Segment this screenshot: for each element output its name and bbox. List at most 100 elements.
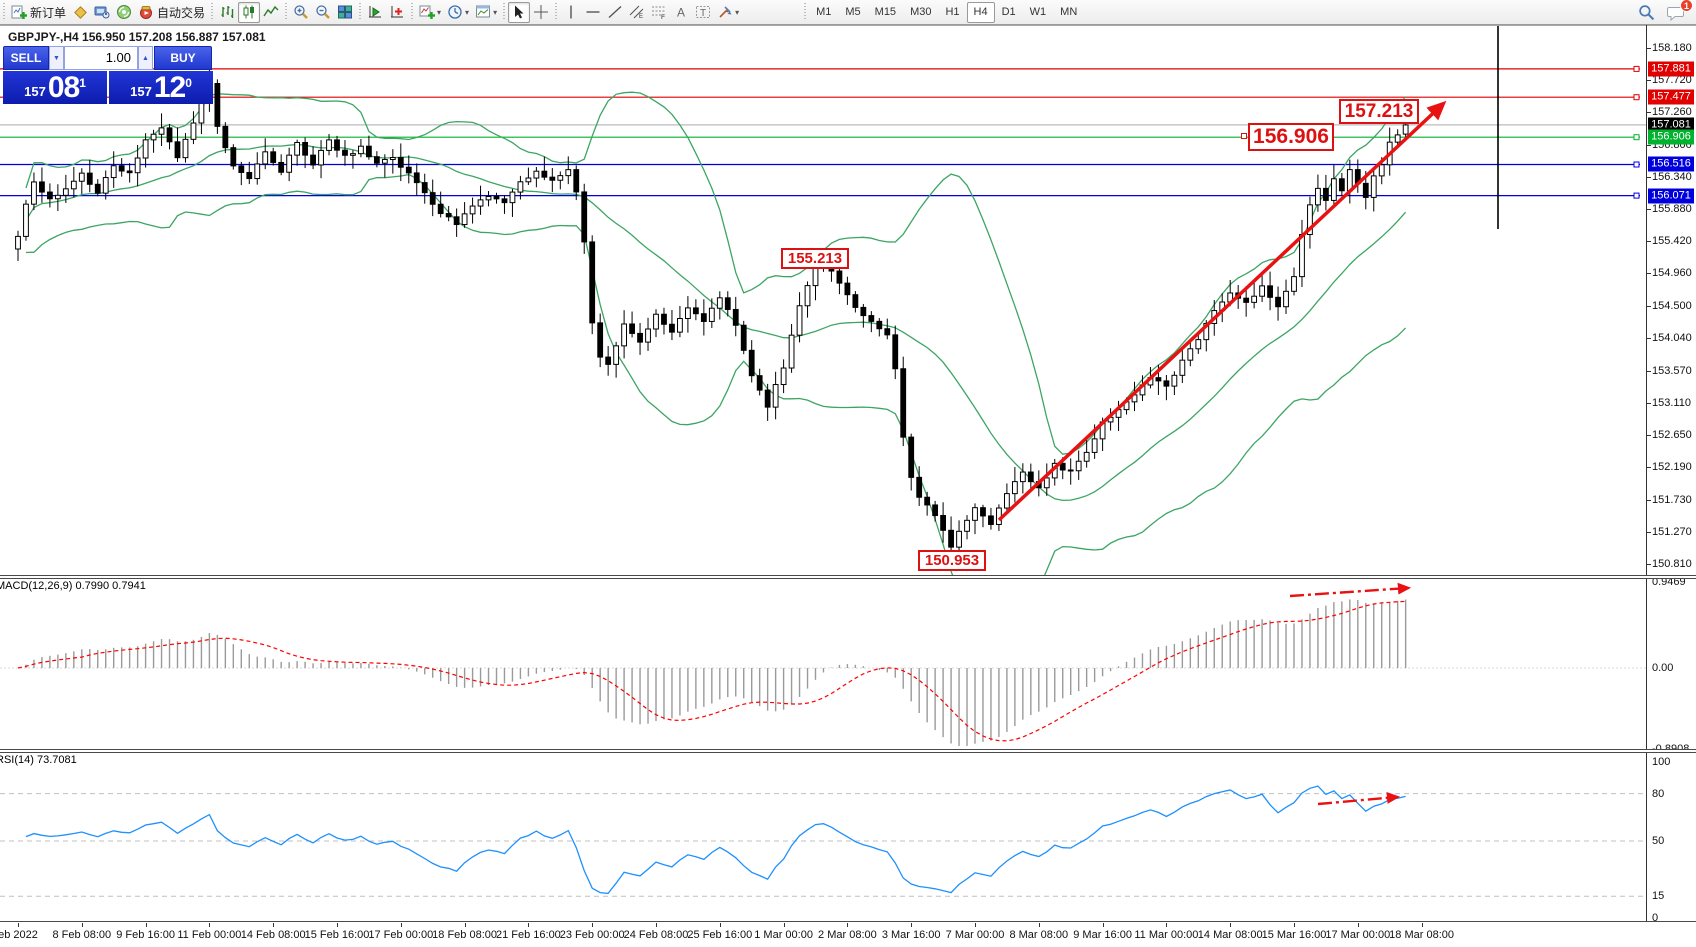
horizontal-level-line[interactable] [0,161,1640,168]
price-annotation-label[interactable]: 155.213 [781,248,849,269]
price-tick-label: 158.180 [1652,42,1692,54]
community-button[interactable] [113,2,135,23]
rsi-arrow-annotation[interactable] [1317,791,1401,806]
timeframe-m30[interactable]: M30 [910,6,932,18]
time-axis[interactable]: eb 2022 8 Feb 08:00 9 Feb 16:00 11 Feb 00:0… [0,923,1696,947]
periods-clock-icon [448,5,462,19]
tile-windows-button[interactable] [334,2,356,23]
timeframe-w1[interactable]: W1 [1029,6,1047,18]
horizontal-level-line[interactable] [0,134,1640,141]
profile-gold-button[interactable] [69,2,91,23]
horizontal-line-button[interactable] [582,2,604,23]
time-tick-mark [1294,923,1295,927]
search-button[interactable] [1635,2,1658,23]
trendline-button[interactable] [604,2,626,23]
zoom-out-button[interactable] [312,2,334,23]
candlestick-chart-button[interactable] [238,1,261,23]
lot-increase-button[interactable]: ▲ [138,46,153,70]
timeframe-m15[interactable]: M15 [874,6,897,18]
auto-trading-label: 自动交易 [157,5,206,20]
bollinger-bands[interactable] [25,91,1407,627]
zoom-in-icon [294,5,308,19]
time-tick-mark [1421,923,1423,927]
timeframe-d1[interactable]: D1 [1001,6,1016,18]
time-tick-mark [1230,923,1232,927]
zoom-in-button[interactable] [290,2,312,23]
fibonacci-button[interactable]: F [648,2,670,23]
auto-scroll-button[interactable] [364,2,386,23]
bar-chart-button[interactable] [216,2,238,23]
macd-arrow-annotation[interactable] [1289,582,1412,598]
time-axis-label: 11 Feb 00:00 [177,929,242,941]
time-tick-mark [719,923,721,927]
sell-price-display[interactable]: 157 08 1 [3,71,107,104]
macd-pane[interactable] [0,599,1646,746]
time-axis-label: 9 Mar 16:00 [1073,929,1132,941]
time-tick-mark [1166,923,1168,927]
cursor-button[interactable] [508,1,531,23]
timeframe-m1[interactable]: M1 [816,6,832,18]
price-tick-label: 152.650 [1652,429,1692,442]
timeframe-mn[interactable]: MN [1060,6,1078,18]
chart-shift-button[interactable] [386,2,408,23]
time-axis-label: 8 Feb 08:00 [52,929,112,941]
time-axis-label: 7 Mar 00:00 [945,929,1005,941]
rsi-pane[interactable] [0,785,1646,897]
crosshair-button[interactable] [530,2,552,23]
bar-chart-icon [221,6,234,18]
macd-pane-separator[interactable] [0,575,1696,579]
time-axis-label: 18 Feb 08:00 [432,929,498,941]
buy-button[interactable]: BUY [154,46,212,70]
trend-arrow[interactable] [997,100,1447,522]
price-annotation-label[interactable]: 157.213 [1339,99,1419,124]
time-tick-mark [145,923,147,927]
dropdown-caret-icon: ▾ [465,7,470,17]
market-watch-button[interactable] [91,2,113,23]
buy-price-display[interactable]: 157 12 0 [109,71,213,104]
periods-button[interactable]: ▾ [444,2,472,23]
macd-scale-zero: 0.00 [1652,662,1674,674]
equidistant-channel-button[interactable]: E [626,2,648,23]
sell-button[interactable]: SELL [3,46,49,70]
timeframe-m5[interactable]: M5 [845,6,861,18]
auto-trading-button[interactable]: 自动交易 [135,2,208,23]
time-axis-label: 8 Mar 08:00 [1009,929,1069,941]
price-tick-mark [1646,48,1651,49]
annotation-anchor-handle[interactable] [1241,133,1247,139]
price-tick-label: 154.040 [1652,331,1692,344]
text-button[interactable]: A [670,2,692,23]
horizontal-level-line[interactable] [0,192,1640,199]
price-tick-mark [1646,467,1651,469]
time-axis-label: 21 Feb 16:00 [495,929,561,941]
buy-price-figure: 157 [130,84,152,99]
horizontal-level-line[interactable] [0,65,1640,72]
templates-button[interactable]: ▾ [472,2,500,23]
arrow-shapes-button[interactable]: ▾ [714,2,742,23]
timeframe-h4[interactable]: H4 [966,1,995,23]
text-label-button[interactable]: T [692,2,714,23]
new-order-button[interactable]: 新订单 [8,2,69,23]
lot-decrease-button[interactable]: ▼ [49,46,64,70]
rsi-pane-separator[interactable] [0,749,1696,753]
vertical-line-button[interactable] [560,2,582,23]
svg-text:T: T [700,8,706,19]
timeframe-group: M1 M5 M15 M30 H1 H4 D1 W1 MN [809,1,1084,23]
one-click-trading-panel: SELL ▼ 1.00 ▲ BUY 157 08 1 157 12 0 [3,46,213,104]
price-tick-label: 151.730 [1652,493,1692,506]
time-axis-label: 15 Feb 16:00 [304,929,370,941]
indicators-button[interactable]: ▾ [416,2,444,23]
templates-icon [476,5,491,18]
price-annotation-label[interactable]: 150.953 [918,550,986,571]
new-order-icon [11,5,27,19]
price-annotation-label[interactable]: 156.906 [1248,123,1334,151]
line-chart-button[interactable] [260,2,282,23]
text-label-icon: T [696,6,711,19]
chat-button[interactable]: 1 [1664,0,1693,23]
line-chart-icon [263,5,279,17]
timeframe-h1[interactable]: H1 [945,6,960,18]
lot-size-input[interactable]: 1.00 [64,46,138,70]
sell-price-point: 1 [79,76,86,90]
price-tick-label: 157.720 [1652,74,1692,87]
price-tick-label: 153.570 [1652,364,1692,377]
